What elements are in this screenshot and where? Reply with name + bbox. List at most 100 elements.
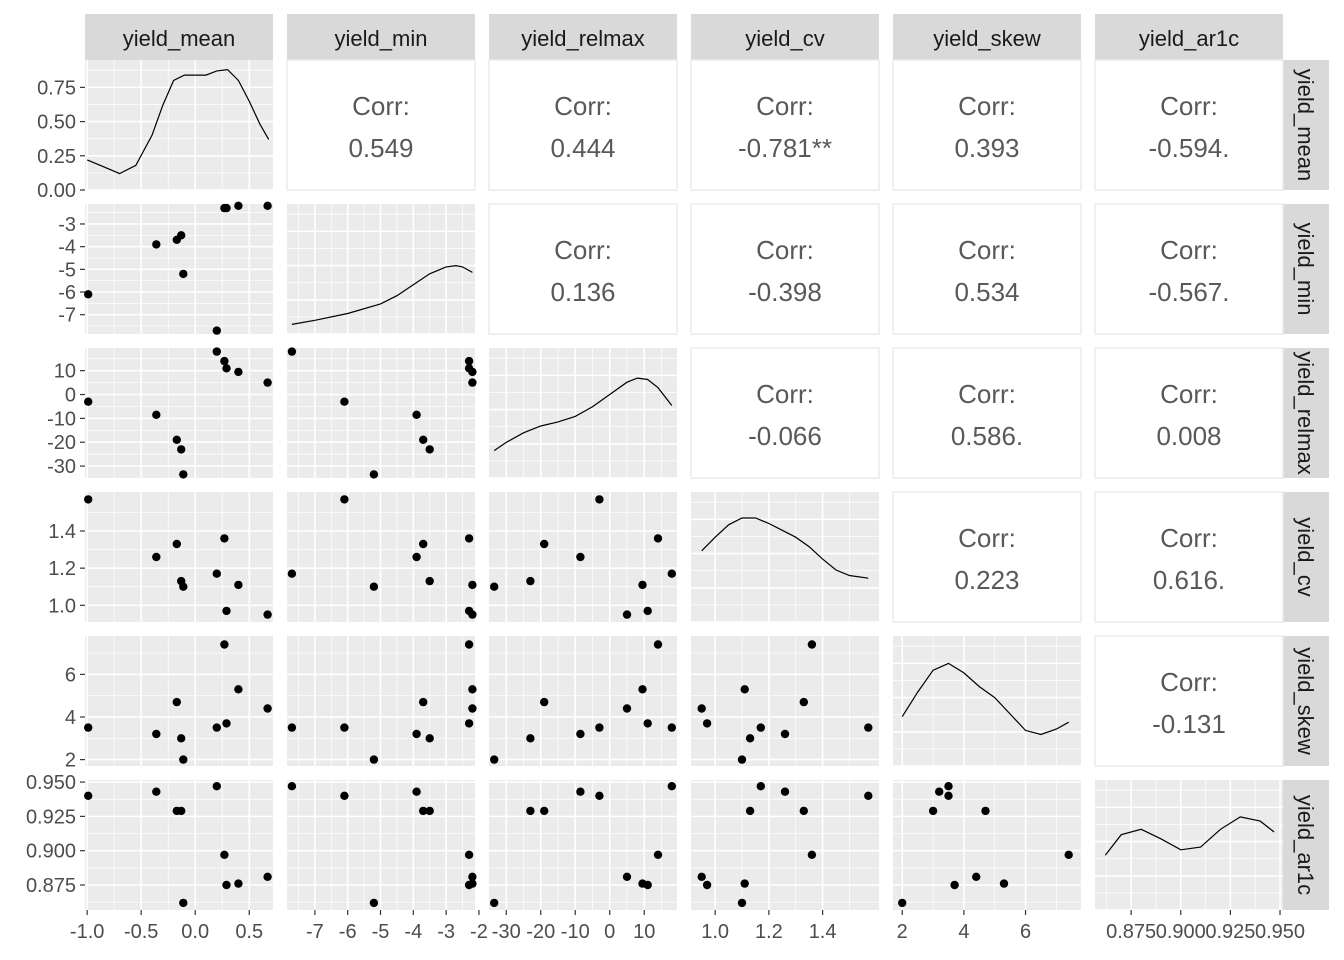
corr-value: -0.131 xyxy=(1152,709,1226,739)
point-yield_skew-vs-yield_mean xyxy=(172,697,181,707)
point-yield_skew-vs-yield_min xyxy=(468,685,477,694)
point-yield_skew-vs-yield_cv xyxy=(740,685,749,694)
x-tick-label-yield_relmax: 10 xyxy=(633,921,655,943)
point-yield_ar1c-vs-yield_skew xyxy=(928,806,938,816)
corr-label: Corr: xyxy=(1160,523,1218,553)
point-yield_ar1c-vs-yield_cv xyxy=(697,872,706,881)
point-yield_relmax-vs-yield_mean xyxy=(220,356,229,366)
point-yield_cv-vs-yield_mean xyxy=(179,582,188,591)
point-yield_relmax-vs-yield_min xyxy=(369,470,379,479)
point-yield_skew-vs-yield_relmax xyxy=(540,697,549,707)
point-yield_ar1c-vs-yield_min xyxy=(287,782,297,791)
corr-label: Corr: xyxy=(958,379,1016,409)
point-yield_cv-vs-yield_min xyxy=(468,580,477,590)
y-tick-label-yield_relmax: -20 xyxy=(47,432,76,454)
point-yield_cv-vs-yield_relmax xyxy=(595,495,604,504)
point-yield_cv-vs-yield_min xyxy=(287,569,297,578)
point-yield_ar1c-vs-yield_cv xyxy=(799,806,808,816)
point-yield_skew-vs-yield_relmax xyxy=(526,734,535,743)
point-yield_cv-vs-yield_relmax xyxy=(622,610,632,619)
panel-bg-yield_skew-yield_skew xyxy=(893,636,1081,766)
corr-panel-yield_relmax-yield_ar1c xyxy=(1094,347,1284,479)
point-yield_ar1c-vs-yield_skew xyxy=(972,872,981,881)
point-yield_skew-vs-yield_cv xyxy=(697,704,706,713)
y-tick-label-yield_min: -3 xyxy=(58,214,76,236)
corr-label: Corr: xyxy=(554,91,612,121)
point-yield_ar1c-vs-yield_relmax xyxy=(490,898,499,908)
panel-bg-yield_ar1c-yield_skew xyxy=(893,780,1081,910)
point-yield_ar1c-vs-yield_skew xyxy=(999,879,1009,888)
point-yield_relmax-vs-yield_mean xyxy=(152,410,161,419)
point-yield_skew-vs-yield_relmax xyxy=(667,723,676,732)
point-yield_ar1c-vs-yield_cv xyxy=(702,880,712,890)
density-curve-yield_skew xyxy=(901,662,1069,736)
column-strip-label-yield_ar1c: yield_ar1c xyxy=(1139,26,1239,51)
point-yield_ar1c-vs-yield_min xyxy=(468,872,477,881)
point-yield_ar1c-vs-yield_relmax xyxy=(653,850,663,859)
density-curve-yield_cv xyxy=(701,517,869,579)
point-yield_relmax-vs-yield_mean xyxy=(84,397,93,406)
point-yield_relmax-vs-yield_min xyxy=(412,410,421,419)
point-yield_min-vs-yield_mean xyxy=(212,326,221,335)
y-tick-label-yield_cv: 1.4 xyxy=(48,521,76,543)
point-yield_skew-vs-yield_min xyxy=(464,719,474,728)
point-yield_ar1c-vs-yield_mean xyxy=(220,850,229,859)
column-strip-yield_cv xyxy=(691,14,879,60)
panel-bg-yield_mean-yield_mean xyxy=(85,60,273,190)
point-yield_ar1c-vs-yield_mean xyxy=(179,898,188,908)
point-yield_relmax-vs-yield_min xyxy=(468,378,477,387)
point-yield_ar1c-vs-yield_cv xyxy=(864,791,873,800)
point-yield_skew-vs-yield_mean xyxy=(84,723,93,732)
point-yield_skew-vs-yield_cv xyxy=(780,729,790,739)
x-tick-label-yield_ar1c: 0.925 xyxy=(1205,921,1255,943)
corr-value: -0.398 xyxy=(748,277,822,307)
corr-value: 0.223 xyxy=(954,565,1019,595)
row-strip-yield_skew xyxy=(1283,636,1329,766)
point-yield_cv-vs-yield_mean xyxy=(84,495,93,504)
column-strip-yield_mean xyxy=(85,14,273,60)
corr-label: Corr: xyxy=(352,91,410,121)
point-yield_ar1c-vs-yield_min xyxy=(464,850,474,859)
column-strip-yield_min xyxy=(287,14,475,60)
panel-bg-yield_ar1c-yield_ar1c xyxy=(1095,780,1283,910)
column-strip-yield_relmax xyxy=(489,14,677,60)
y-tick-label-yield_cv: 1.0 xyxy=(48,595,76,617)
y-tick-label-yield_min: -4 xyxy=(58,237,76,259)
corr-panel-yield_min-yield_ar1c xyxy=(1094,203,1284,335)
point-yield_ar1c-vs-yield_min xyxy=(468,879,477,888)
x-tick-label-yield_mean: 0.0 xyxy=(181,921,209,943)
point-yield_skew-vs-yield_relmax xyxy=(643,719,652,728)
y-tick-label-yield_relmax: -30 xyxy=(47,456,76,478)
point-yield_cv-vs-yield_mean xyxy=(152,552,161,562)
corr-panel-yield_relmax-yield_skew xyxy=(892,347,1082,479)
y-tick-label-yield_relmax: 0 xyxy=(65,385,76,407)
point-yield_cv-vs-yield_relmax xyxy=(638,580,647,590)
point-yield_ar1c-vs-yield_skew xyxy=(944,782,953,791)
corr-panel-yield_mean-yield_cv xyxy=(690,59,880,191)
corr-panel-yield_skew-yield_ar1c xyxy=(1094,635,1284,767)
y-tick-label-yield_min: -5 xyxy=(58,259,76,281)
point-yield_relmax-vs-yield_mean xyxy=(222,364,231,373)
point-yield_min-vs-yield_mean xyxy=(263,201,272,210)
y-tick-label-yield_ar1c: 0.950 xyxy=(26,772,76,794)
point-yield_skew-vs-yield_relmax xyxy=(653,640,663,649)
x-tick-label-yield_cv: 1.4 xyxy=(809,921,837,943)
corr-panel-yield_cv-yield_ar1c xyxy=(1094,491,1284,623)
x-tick-label-yield_relmax: -30 xyxy=(492,921,521,943)
point-yield_skew-vs-yield_min xyxy=(412,729,421,739)
y-tick-label-yield_relmax: -10 xyxy=(47,408,76,430)
column-strip-label-yield_min: yield_min xyxy=(335,26,428,51)
row-strip-label-yield_min: yield_min xyxy=(1293,223,1318,316)
x-tick-label-yield_min: -3 xyxy=(437,921,455,943)
panel-bg-yield_skew-yield_cv xyxy=(691,636,879,766)
corr-label: Corr: xyxy=(756,91,814,121)
point-yield_skew-vs-yield_cv xyxy=(702,719,712,728)
point-yield_ar1c-vs-yield_relmax xyxy=(576,787,585,796)
panel-bg-yield_relmax-yield_relmax xyxy=(489,348,677,478)
point-yield_cv-vs-yield_relmax xyxy=(540,539,549,549)
x-tick-label-yield_min: -4 xyxy=(404,921,422,943)
point-yield_ar1c-vs-yield_mean xyxy=(152,787,161,796)
point-yield_skew-vs-yield_min xyxy=(287,723,297,732)
corr-value: -0.594. xyxy=(1149,133,1230,163)
point-yield_relmax-vs-yield_mean xyxy=(212,347,221,356)
